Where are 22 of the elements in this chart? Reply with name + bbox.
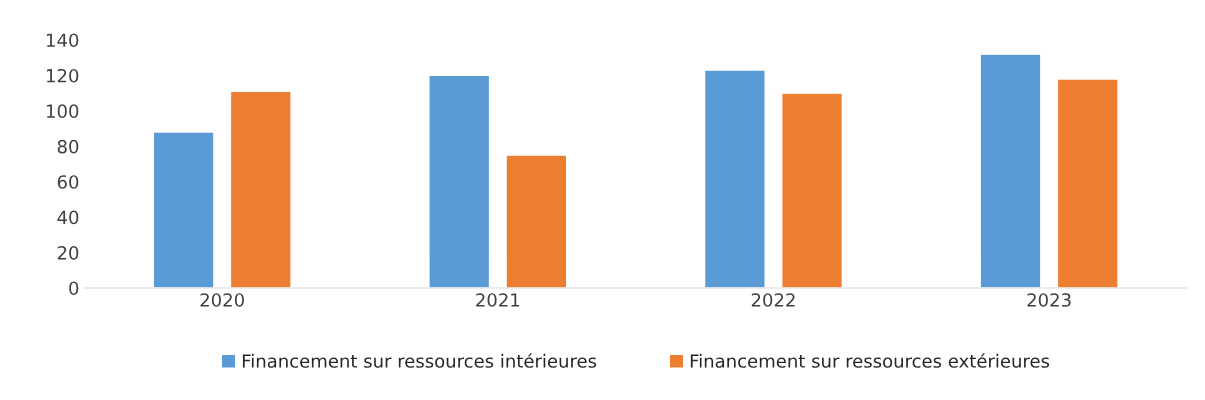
y-tick-label: 60 [57, 175, 79, 189]
bar [979, 53, 1042, 288]
x-tick-label: 2022 [751, 293, 795, 307]
x-tick-label: 2023 [1027, 293, 1071, 307]
bar [505, 154, 568, 288]
bar [703, 69, 766, 288]
bar [152, 131, 215, 288]
y-tick-label: 20 [57, 246, 79, 260]
legend-label: Financement sur ressources intérieures [242, 353, 597, 368]
bar [781, 92, 844, 288]
y-tick-label: 40 [57, 210, 79, 225]
x-tick-label: 2020 [200, 293, 244, 307]
bar [229, 90, 292, 288]
y-tick-label: 120 [47, 68, 79, 83]
x-tick-label: 2021 [476, 293, 520, 307]
y-tick-label: 100 [47, 104, 79, 118]
legend-label: Financement sur ressources extérieures [690, 353, 1050, 368]
bar [428, 74, 491, 288]
y-tick-label: 0 [69, 281, 79, 296]
y-tick-label: 80 [57, 139, 79, 154]
bar [1056, 78, 1119, 288]
y-tick-label: 140 [47, 33, 79, 48]
